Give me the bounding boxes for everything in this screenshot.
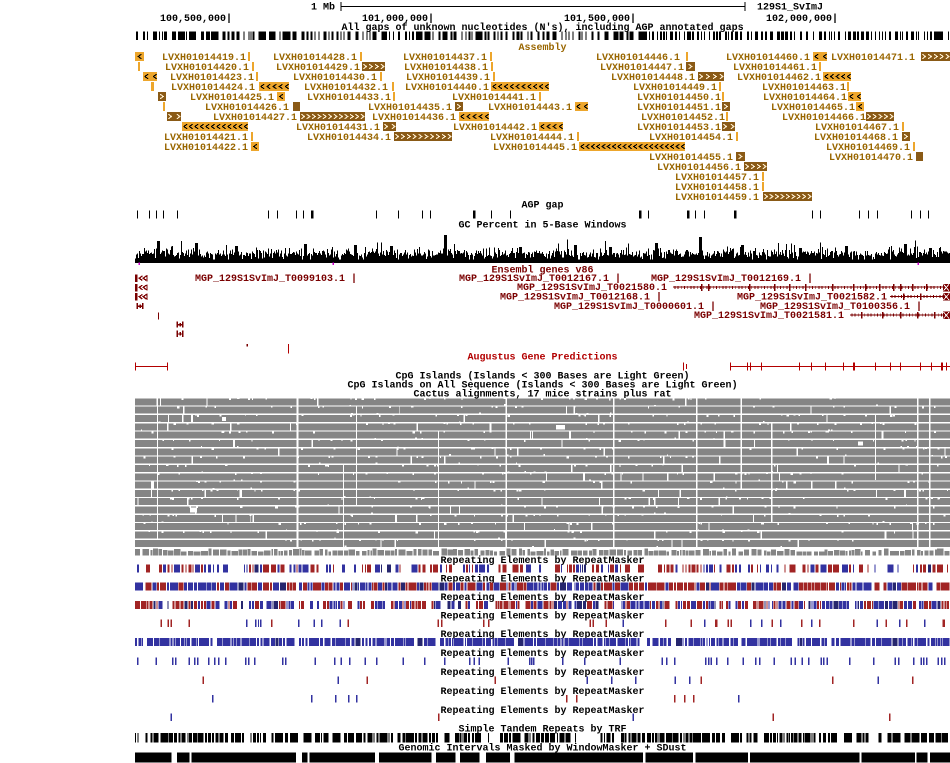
svg-text:LVXH01014459.1: LVXH01014459.1: [675, 193, 759, 204]
svg-text:LVXH01014426.1: LVXH01014426.1: [205, 103, 289, 114]
svg-text:LVXH01014432.1: LVXH01014432.1: [304, 83, 388, 94]
svg-text:129S1_SvImJ: 129S1_SvImJ: [757, 3, 823, 14]
svg-text:Repeating Elements by RepeatMa: Repeating Elements by RepeatMasker: [441, 611, 645, 623]
svg-text:Repeating Elements by RepeatMa: Repeating Elements by RepeatMasker: [441, 648, 645, 660]
svg-text:101,500,000|: 101,500,000|: [564, 13, 636, 25]
svg-text:LVXH01014430.1: LVXH01014430.1: [293, 73, 377, 84]
svg-text:LVXH01014452.1: LVXH01014452.1: [641, 113, 725, 124]
svg-text:102,000,000|: 102,000,000|: [766, 13, 838, 25]
svg-text:LVXH01014447.1: LVXH01014447.1: [600, 63, 684, 74]
svg-text:MGP_129S1SvImJ_T0012167.1 |: MGP_129S1SvImJ_T0012167.1 |: [459, 273, 621, 285]
svg-text:LVXH01014457.1: LVXH01014457.1: [675, 173, 759, 184]
svg-text:AGP gap: AGP gap: [522, 201, 564, 212]
svg-text:Repeating Elements by RepeatMa: Repeating Elements by RepeatMasker: [441, 686, 645, 698]
svg-text:MGP_129S1SvImJ_T0100356.1 |: MGP_129S1SvImJ_T0100356.1 |: [760, 301, 922, 313]
svg-text:LVXH01014451.1: LVXH01014451.1: [637, 103, 721, 114]
svg-text:GC Percent in 5-Base Windows: GC Percent in 5-Base Windows: [459, 220, 627, 232]
svg-text:Repeating Elements by RepeatMa: Repeating Elements by RepeatMasker: [441, 555, 645, 567]
svg-text:CpG Islands on All Sequence (I: CpG Islands on All Sequence (Islands < 3…: [348, 380, 738, 392]
svg-text:LVXH01014464.1: LVXH01014464.1: [763, 93, 847, 104]
svg-text:LVXH01014435.1: LVXH01014435.1: [368, 103, 452, 114]
svg-text:LVXH01014439.1: LVXH01014439.1: [406, 73, 490, 84]
svg-text:Cactus alignments, 17 mice str: Cactus alignments, 17 mice strains plus …: [414, 389, 672, 401]
svg-text:LVXH01014425.1: LVXH01014425.1: [190, 93, 274, 104]
svg-text:LVXH01014463.1: LVXH01014463.1: [762, 83, 846, 94]
svg-text:LVXH01014419.1: LVXH01014419.1: [162, 53, 246, 64]
svg-text:Ensembl genes v86: Ensembl genes v86: [492, 265, 594, 277]
svg-text:MGP_129S1SvImJ_T0021580.1: MGP_129S1SvImJ_T0021580.1: [517, 283, 667, 294]
svg-text:Assembly: Assembly: [519, 42, 567, 54]
svg-text:LVXH01014428.1: LVXH01014428.1: [273, 53, 357, 64]
svg-text:LVXH01014441.1: LVXH01014441.1: [452, 93, 536, 104]
svg-text:LVXH01014445.1: LVXH01014445.1: [493, 143, 577, 154]
svg-text:LVXH01014444.1: LVXH01014444.1: [490, 133, 574, 144]
svg-text:LVXH01014442.1: LVXH01014442.1: [453, 123, 537, 134]
svg-text:LVXH01014431.1: LVXH01014431.1: [296, 123, 380, 134]
svg-text:Repeating Elements by RepeatMa: Repeating Elements by RepeatMasker: [441, 667, 645, 679]
svg-text:LVXH01014429.1: LVXH01014429.1: [276, 63, 360, 74]
svg-text:LVXH01014458.1: LVXH01014458.1: [675, 183, 759, 194]
svg-text:LVXH01014456.1: LVXH01014456.1: [657, 163, 741, 174]
svg-text:LVXH01014420.1: LVXH01014420.1: [165, 63, 249, 74]
svg-text:MGP_129S1SvImJ_T0099103.1 |: MGP_129S1SvImJ_T0099103.1 |: [195, 273, 357, 285]
svg-text:CpG Islands (Islands < 300 Bas: CpG Islands (Islands < 300 Bases are Lig…: [396, 371, 690, 383]
svg-text:Augustus Gene Predictions: Augustus Gene Predictions: [468, 352, 618, 364]
svg-text:Genomic Intervals Masked by Wi: Genomic Intervals Masked by WindowMasker…: [399, 743, 687, 755]
svg-text:LVXH01014453.1: LVXH01014453.1: [637, 123, 721, 134]
svg-text:LVXH01014421.1: LVXH01014421.1: [164, 133, 248, 144]
svg-text:LVXH01014454.1: LVXH01014454.1: [649, 133, 733, 144]
svg-text:LVXH01014462.1: LVXH01014462.1: [737, 73, 821, 84]
svg-text:MGP_129S1SvImJ_T0021581.1: MGP_129S1SvImJ_T0021581.1: [694, 311, 844, 322]
svg-text:LVXH01014434.1: LVXH01014434.1: [307, 133, 391, 144]
svg-text:LVXH01014468.1: LVXH01014468.1: [814, 133, 898, 144]
svg-text:LVXH01014448.1: LVXH01014448.1: [611, 73, 695, 84]
svg-text:1 Mb: 1 Mb: [311, 2, 335, 14]
svg-text:LVXH01014469.1: LVXH01014469.1: [826, 143, 910, 154]
svg-text:LVXH01014449.1: LVXH01014449.1: [633, 83, 717, 94]
svg-text:MGP_129S1SvImJ_T0021582.1: MGP_129S1SvImJ_T0021582.1: [737, 293, 887, 304]
svg-text:LVXH01014422.1: LVXH01014422.1: [164, 143, 248, 154]
svg-text:LVXH01014446.1: LVXH01014446.1: [596, 53, 680, 64]
svg-text:LVXH01014461.1: LVXH01014461.1: [733, 63, 817, 74]
svg-text:LVXH01014443.1: LVXH01014443.1: [488, 103, 572, 114]
svg-text:LVXH01014465.1: LVXH01014465.1: [771, 103, 855, 114]
svg-text:MGP_129S1SvImJ_T0012168.1 |: MGP_129S1SvImJ_T0012168.1 |: [500, 292, 662, 304]
svg-text:LVXH01014471.1: LVXH01014471.1: [831, 53, 915, 64]
svg-text:LVXH01014423.1: LVXH01014423.1: [170, 73, 254, 84]
svg-text:LVXH01014437.1: LVXH01014437.1: [403, 53, 487, 64]
svg-text:100,500,000|: 100,500,000|: [160, 13, 232, 25]
svg-text:MGP_129S1SvImJ_T0012169.1 |: MGP_129S1SvImJ_T0012169.1 |: [651, 273, 813, 285]
svg-text:LVXH01014427.1: LVXH01014427.1: [213, 113, 297, 124]
svg-text:LVXH01014467.1: LVXH01014467.1: [815, 123, 899, 134]
svg-text:LVXH01014436.1: LVXH01014436.1: [372, 113, 456, 124]
svg-text:Repeating Elements by RepeatMa: Repeating Elements by RepeatMasker: [441, 629, 645, 641]
svg-text:LVXH01014424.1: LVXH01014424.1: [171, 83, 255, 94]
svg-text:Simple Tandem Repeats by TRF: Simple Tandem Repeats by TRF: [459, 724, 627, 736]
svg-text:LVXH01014438.1: LVXH01014438.1: [404, 63, 488, 74]
svg-text:MGP_129S1SvImJ_T0000601.1 |: MGP_129S1SvImJ_T0000601.1 |: [554, 301, 716, 313]
svg-text:All gaps of unknown nucleotide: All gaps of unknown nucleotides (N's), i…: [342, 22, 744, 34]
svg-text:Repeating Elements by RepeatMa: Repeating Elements by RepeatMasker: [441, 705, 645, 717]
svg-text:LVXH01014466.1: LVXH01014466.1: [782, 113, 866, 124]
svg-text:LVXH01014450.1: LVXH01014450.1: [637, 93, 721, 104]
svg-text:LVXH01014460.1: LVXH01014460.1: [726, 53, 810, 64]
svg-text:LVXH01014455.1: LVXH01014455.1: [649, 153, 733, 164]
svg-text:LVXH01014440.1: LVXH01014440.1: [405, 83, 489, 94]
svg-text:101,000,000|: 101,000,000|: [362, 13, 434, 25]
svg-text:LVXH01014433.1: LVXH01014433.1: [307, 93, 391, 104]
svg-text:LVXH01014470.1: LVXH01014470.1: [829, 153, 913, 164]
